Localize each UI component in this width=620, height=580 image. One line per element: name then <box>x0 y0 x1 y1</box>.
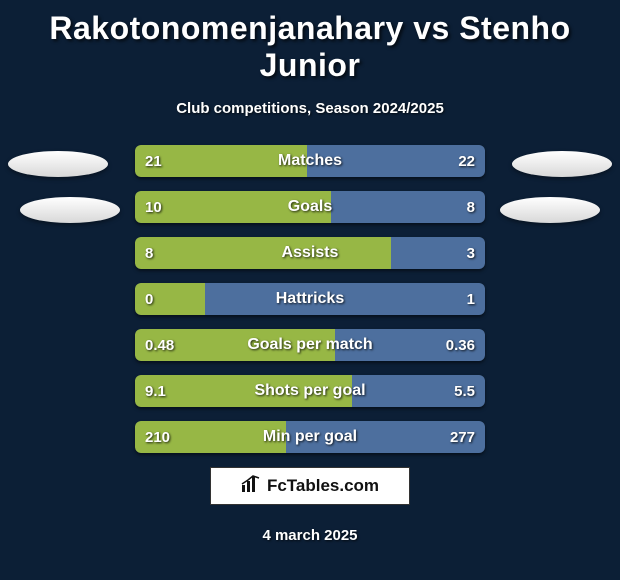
stat-fill-left <box>135 329 335 361</box>
stat-fill-left <box>135 145 307 177</box>
stat-fill-left <box>135 375 352 407</box>
chart-icon <box>241 475 261 498</box>
stat-fill-right <box>307 145 486 177</box>
stat-row: 2122Matches <box>135 145 485 177</box>
comparison-content: 2122Matches 108Goals 83Assists 01Hattricks 0… <box>0 145 620 453</box>
player-right-badge-1 <box>512 151 612 177</box>
stat-bars: 2122Matches 108Goals 83Assists 01Hattricks 0… <box>135 145 485 453</box>
stat-fill-right <box>391 237 486 269</box>
stat-fill-right <box>331 191 485 223</box>
brand-logo-text: FcTables.com <box>267 476 379 496</box>
stat-row: 9.15.5Shots per goal <box>135 375 485 407</box>
player-right-badge-2 <box>500 197 600 223</box>
stat-row: 210277Min per goal <box>135 421 485 453</box>
comparison-subtitle: Club competitions, Season 2024/2025 <box>0 100 620 117</box>
stat-fill-left <box>135 283 205 315</box>
stat-row: 83Assists <box>135 237 485 269</box>
stat-row: 0.480.36Goals per match <box>135 329 485 361</box>
comparison-title: Rakotonomenjanahary vs Stenho Junior <box>0 0 620 84</box>
brand-logo-box[interactable]: FcTables.com <box>210 467 410 505</box>
stat-row: 01Hattricks <box>135 283 485 315</box>
stat-fill-right <box>335 329 486 361</box>
stat-fill-left <box>135 237 391 269</box>
stat-fill-right <box>286 421 486 453</box>
snapshot-date: 4 march 2025 <box>0 527 620 544</box>
stat-row: 108Goals <box>135 191 485 223</box>
player-left-badge-2 <box>20 197 120 223</box>
stat-fill-left <box>135 191 331 223</box>
stat-fill-left <box>135 421 286 453</box>
player-left-badge-1 <box>8 151 108 177</box>
stat-fill-right <box>352 375 485 407</box>
stat-fill-right <box>205 283 485 315</box>
